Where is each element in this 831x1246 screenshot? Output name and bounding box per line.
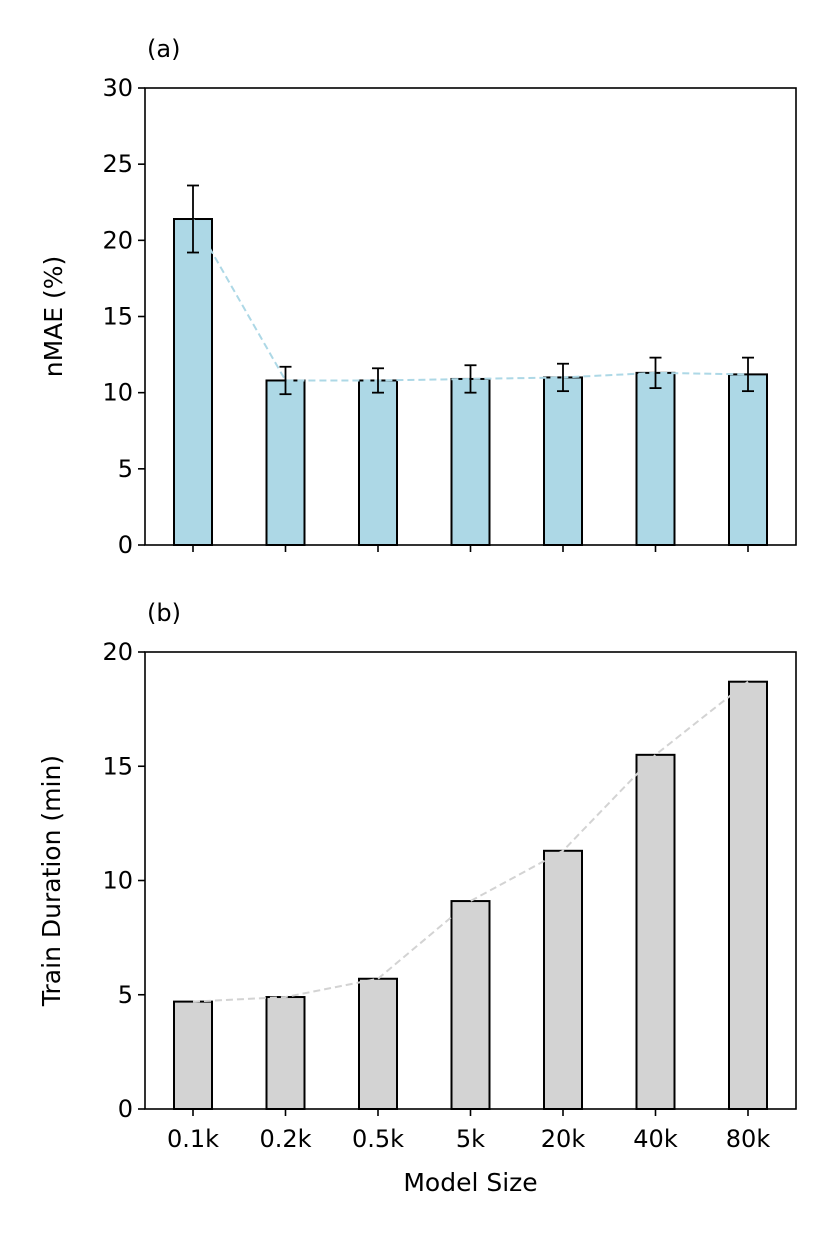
x-axis-label-b: Model Size [403, 1168, 537, 1197]
bar-a-5k [450, 377, 491, 546]
bar-a-0.5k [358, 379, 398, 547]
bar-a-80k [728, 373, 768, 546]
bar-a-0.2k [265, 379, 306, 547]
y-tick-label-b-2: 10 [102, 867, 133, 895]
y-tick-label-b-1: 5 [118, 981, 133, 1009]
y-tick-label-a-5: 25 [102, 150, 133, 178]
panel-label-a: (a) [147, 35, 180, 63]
bar-b-0.1k [173, 1000, 213, 1110]
error-bar-a-40k [649, 356, 662, 389]
panel-label-b: (b) [147, 599, 181, 627]
error-bar-a-5k [464, 364, 477, 394]
bar-b-20k [543, 849, 583, 1110]
y-tick-label-a-4: 20 [102, 226, 133, 254]
x-tick-label-b-40k: 40k [633, 1125, 678, 1153]
y-tick-label-a-6: 30 [102, 74, 133, 102]
y-tick-label-a-1: 5 [118, 455, 133, 483]
panel-b-train-duration-chart: (b) 0 5 10 15 20 0.1k 0.2k 0.5k 5k 20k 40k 80k Train … [37, 599, 797, 1197]
y-tick-label-b-0: 0 [118, 1095, 133, 1123]
error-bar-a-0.1k [187, 184, 199, 254]
x-tick-label-b-80k: 80k [726, 1125, 771, 1153]
x-tick-label-b-20k: 20k [541, 1125, 586, 1153]
bar-a-0.1k [173, 218, 213, 547]
bar-b-0.2k [265, 996, 306, 1110]
y-tick-label-a-0: 0 [118, 531, 133, 559]
x-tick-label-b-0.5k: 0.5k [352, 1125, 404, 1153]
y-axis-label-a: nMAE (%) [39, 256, 68, 378]
error-bar-a-0.5k [372, 367, 384, 394]
trend-line-a [192, 218, 749, 382]
x-tick-label-b-5k: 5k [456, 1125, 485, 1153]
y-tick-label-b-3: 15 [102, 752, 133, 780]
x-tick-label-b-0.2k: 0.2k [259, 1125, 311, 1153]
error-bar-a-0.2k [279, 365, 292, 396]
plot-frame-a [144, 87, 797, 546]
y-tick-label-a-3: 15 [102, 303, 133, 331]
bar-a-20k [543, 376, 583, 546]
y-axis-label-b: Train Duration (min) [37, 755, 66, 1007]
bar-b-80k [728, 680, 768, 1111]
x-tick-label-b-0.1k: 0.1k [167, 1125, 219, 1153]
panel-a-nmae-chart: (a) 0 5 10 15 20 25 30 nMAE (%) [39, 35, 797, 559]
error-bar-a-80k [742, 356, 754, 393]
bar-b-0.5k [358, 977, 398, 1110]
bar-b-40k [635, 753, 676, 1110]
bar-b-5k [450, 900, 491, 1110]
y-tick-label-a-2: 10 [102, 379, 133, 407]
trend-line-b [192, 680, 749, 1003]
plot-frame-b [144, 651, 797, 1110]
error-bar-a-20k [557, 362, 569, 393]
y-tick-label-b-4: 20 [102, 638, 133, 666]
bar-a-40k [635, 371, 676, 547]
